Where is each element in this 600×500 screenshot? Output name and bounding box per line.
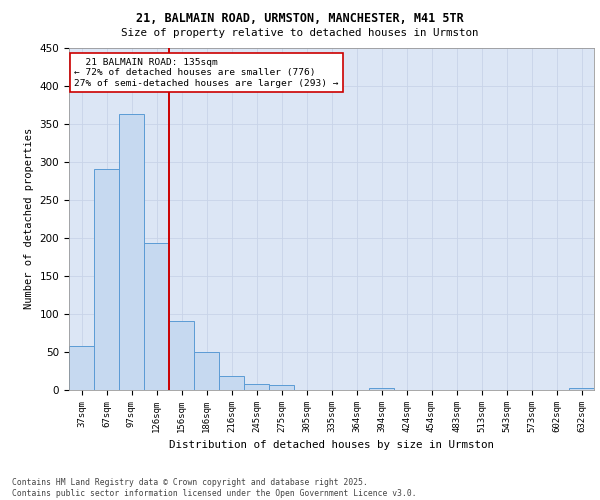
Bar	[269, 386, 294, 390]
Text: 21 BALMAIN ROAD: 135sqm  
← 72% of detached houses are smaller (776)
27% of semi: 21 BALMAIN ROAD: 135sqm ← 72% of detache…	[74, 58, 339, 88]
Bar	[94, 170, 119, 390]
X-axis label: Distribution of detached houses by size in Urmston: Distribution of detached houses by size …	[169, 440, 494, 450]
Bar	[69, 346, 94, 390]
Bar	[169, 320, 194, 390]
Y-axis label: Number of detached properties: Number of detached properties	[24, 128, 34, 310]
Bar	[219, 376, 244, 390]
Text: Contains HM Land Registry data © Crown copyright and database right 2025.
Contai: Contains HM Land Registry data © Crown c…	[12, 478, 416, 498]
Bar	[194, 352, 219, 390]
Bar	[144, 243, 169, 390]
Bar	[119, 114, 144, 390]
Bar	[369, 388, 394, 390]
Bar	[569, 388, 594, 390]
Text: 21, BALMAIN ROAD, URMSTON, MANCHESTER, M41 5TR: 21, BALMAIN ROAD, URMSTON, MANCHESTER, M…	[136, 12, 464, 26]
Text: Size of property relative to detached houses in Urmston: Size of property relative to detached ho…	[121, 28, 479, 38]
Bar	[244, 384, 269, 390]
